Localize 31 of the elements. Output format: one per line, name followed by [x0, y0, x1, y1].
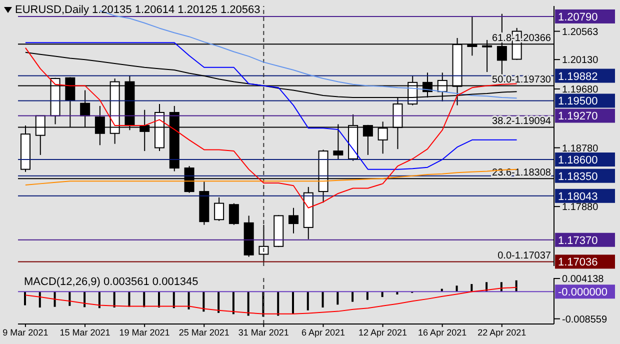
ref-line-label: 1.19270 [558, 110, 598, 123]
ref-line-label: 1.18350 [558, 170, 598, 183]
y-tick-label: 1.17880 [562, 202, 599, 214]
ref-line-label: -0.000000 [558, 286, 608, 299]
annotation: 38.2-1.19094 [492, 116, 552, 128]
x-tick-label: 9 Mar 2021 [2, 327, 48, 338]
x-tick-label: 16 Apr 2021 [418, 327, 467, 338]
x-tick-label: 31 Mar 2021 [238, 327, 289, 338]
ref-line-label: 1.20790 [558, 11, 598, 24]
y-tick-label: -0.008559 [562, 314, 608, 326]
ref-line-label: 1.17036 [558, 256, 598, 269]
x-tick-label: 6 Apr 2021 [301, 327, 345, 338]
chart-title: EURUSD,Daily 1.20135 1.20614 1.20125 1.20563 [15, 4, 260, 16]
ref-line-label: 1.19500 [558, 96, 598, 108]
y-tick-label: 1.19680 [562, 84, 599, 96]
x-tick-label: 15 Mar 2021 [60, 327, 110, 338]
chart-title: MACD(12,26,9) 0.003561 0.001345 [24, 276, 198, 288]
y-tick-label: 1.20130 [562, 55, 599, 66]
ref-line-label: 1.19882 [558, 70, 598, 83]
x-tick-label: 22 Apr 2021 [478, 327, 526, 338]
ref-line-label: 1.18043 [558, 190, 598, 203]
y-tick-label: 0.004138 [562, 274, 604, 286]
annotation: 0.0-1.17037 [498, 250, 552, 262]
y-tick-label: 1.18780 [562, 143, 599, 154]
annotation: 50.0-1.19730 [492, 74, 552, 86]
ref-line-label: 1.18600 [558, 154, 598, 167]
y-tick-label: 1.20563 [562, 26, 599, 38]
x-tick-label: 25 Mar 2021 [178, 327, 230, 338]
x-tick-label: 12 Apr 2021 [358, 327, 408, 338]
ref-line-label: 1.17370 [558, 234, 598, 247]
x-tick-label: 19 Mar 2021 [119, 327, 170, 338]
